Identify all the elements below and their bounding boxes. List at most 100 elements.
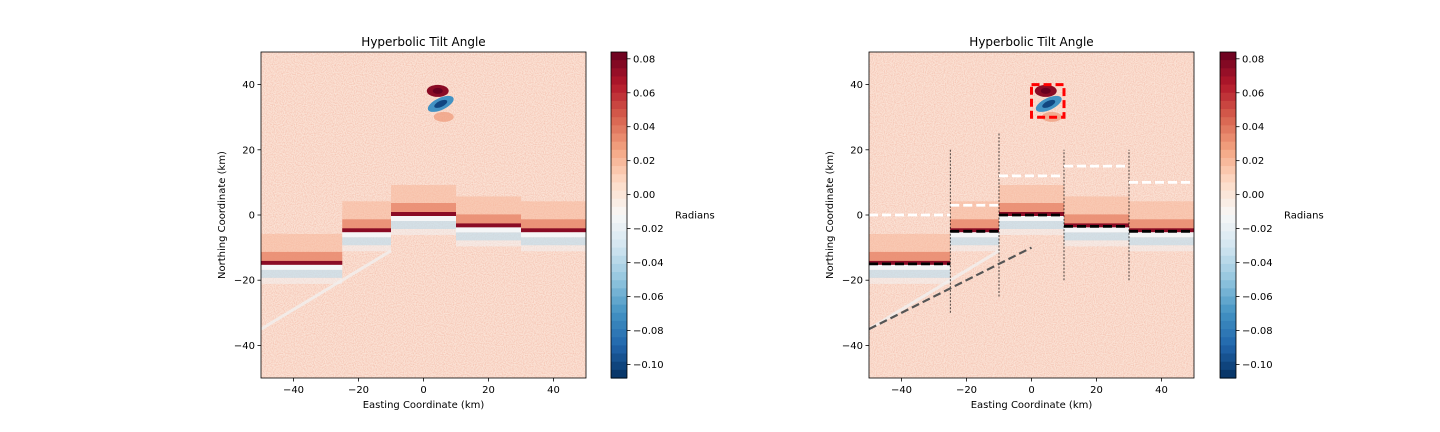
colorbar-tick-label: 0.06 — [1242, 88, 1264, 99]
colorbar-segment — [1220, 60, 1236, 69]
colorbar-segment — [1220, 182, 1236, 192]
x-tick-label: 0 — [1028, 385, 1034, 396]
colorbar-tick-label: −0.04 — [633, 258, 664, 269]
colorbar-segment — [611, 149, 627, 159]
colorbar-segment — [1220, 174, 1236, 183]
anomaly-zero-band — [456, 227, 521, 233]
colorbar-segment — [1220, 255, 1236, 265]
colorbar-segment — [611, 296, 627, 306]
colorbar-segment — [611, 125, 627, 135]
colorbar-segment — [611, 320, 627, 330]
colorbar-segment — [611, 52, 627, 61]
dike-trace — [261, 249, 392, 331]
heatmap-plot-area — [261, 52, 586, 378]
colorbar-segment — [1220, 117, 1236, 126]
colorbar-segment — [611, 206, 627, 216]
anomaly-negative-tail — [999, 229, 1064, 235]
colorbar-segment — [1220, 166, 1236, 175]
colorbar-segment — [611, 166, 627, 175]
colorbar-segment — [611, 337, 627, 346]
colorbar-segment — [611, 117, 627, 126]
anomaly-block — [950, 201, 999, 252]
dike-trace — [869, 249, 1000, 331]
colorbar-segment — [1220, 329, 1236, 338]
colorbar-segment — [1220, 239, 1236, 249]
colorbar-segment — [611, 329, 627, 338]
colorbar-segment — [611, 84, 627, 94]
chart-panel-1: −40 −20 0 20 40 −40 −20 0 20 40 Easting Coordinate… — [217, 35, 715, 411]
anomaly-negative-band — [950, 237, 999, 246]
colorbar-segment — [1220, 206, 1236, 216]
anomaly-edge — [261, 260, 343, 265]
colorbar-segment — [1220, 100, 1236, 110]
colorbar-label: Radians — [1284, 211, 1324, 222]
colorbar-segment — [1220, 125, 1236, 135]
chart-title: Hyperbolic Tilt Angle — [969, 35, 1093, 49]
x-tick-label: 40 — [1155, 385, 1168, 396]
anomaly-negative-band — [521, 237, 586, 246]
anomaly-zero-band — [999, 216, 1064, 221]
anomaly-negative-band — [1129, 237, 1194, 246]
anomaly-negative-tail — [521, 245, 586, 252]
colorbar-tick-label: 0.00 — [633, 190, 655, 201]
colorbar-segment — [1220, 247, 1236, 257]
colorbar-frame — [1219, 51, 1237, 379]
y-tick-label: 0 — [857, 211, 863, 222]
colorbar-segment — [611, 182, 627, 192]
colorbar-segment — [611, 304, 627, 314]
colorbar-segment — [1220, 157, 1236, 167]
anomaly-block — [1064, 196, 1129, 247]
anomaly-negative-tail — [261, 277, 343, 284]
colorbar: 0.08 0.06 0.04 0.02 0.00 −0.02 −0.04 −0.06 −0.08… — [1219, 51, 1324, 379]
anomaly-block — [999, 185, 1064, 235]
anomaly-edge — [342, 228, 391, 233]
colorbar-tick-label: 0.06 — [633, 88, 655, 99]
colorbar: 0.08 0.06 0.04 0.02 0.00 −0.02 −0.04 −0.06 −0.08… — [610, 51, 715, 379]
colorbar-segment — [1220, 280, 1236, 289]
colorbar-segment — [611, 76, 627, 86]
x-axis-label: Easting Coordinate (km) — [363, 400, 485, 411]
colorbar-segment — [611, 223, 627, 232]
colorbar-tick-label: −0.08 — [1242, 326, 1273, 337]
colorbar-segment — [611, 247, 627, 257]
colorbar-segment — [611, 231, 627, 241]
chart-title: Hyperbolic Tilt Angle — [361, 35, 485, 49]
colorbar-segment — [1220, 109, 1236, 118]
colorbar-segment — [1220, 68, 1236, 78]
anomaly-edge — [950, 228, 999, 233]
colorbar-segment — [611, 239, 627, 249]
anomaly-zero-band — [391, 216, 456, 221]
y-tick-label: −40 — [234, 341, 255, 352]
colorbar-tick-label: −0.02 — [1242, 224, 1273, 235]
colorbar-segment — [1220, 190, 1236, 200]
colorbar-tick-label: 0.00 — [1242, 190, 1264, 201]
x-tick-label: 20 — [482, 385, 495, 396]
colorbar-segment — [611, 133, 627, 143]
x-axis-label: Easting Coordinate (km) — [971, 400, 1093, 411]
source-positive-core — [432, 87, 443, 94]
anomaly-edge — [521, 228, 586, 233]
colorbar-segment — [1220, 312, 1236, 322]
x-tick-label: 20 — [1090, 385, 1103, 396]
source-negative-core — [1042, 99, 1056, 108]
colorbar-segment — [611, 174, 627, 183]
colorbar-tick-label: 0.04 — [1242, 122, 1264, 133]
colorbar-segment — [1220, 231, 1236, 241]
colorbar-segment — [1220, 198, 1236, 208]
colorbar-segment — [1220, 263, 1236, 273]
colorbar-segment — [1220, 337, 1236, 346]
anomaly-negative-tail — [869, 277, 951, 284]
anomaly-block — [342, 201, 391, 252]
colorbar-segment — [611, 288, 627, 298]
heatmap-plot-area — [869, 52, 1194, 378]
colorbar-segment — [611, 109, 627, 118]
colorbar-label: Radians — [675, 211, 715, 222]
y-tick-label: −40 — [842, 341, 863, 352]
y-axis-label: Northing Coordinate (km) — [217, 151, 228, 279]
source-tail — [433, 111, 454, 122]
colorbar-segment — [611, 100, 627, 110]
source-positive-core — [1040, 87, 1051, 94]
anomaly-zero-band — [1129, 232, 1194, 238]
colorbar-segment — [1220, 353, 1236, 363]
chart-panel-2: −40 −20 0 20 40 −40 −20 0 20 40 Easting Coordinate… — [825, 35, 1324, 411]
